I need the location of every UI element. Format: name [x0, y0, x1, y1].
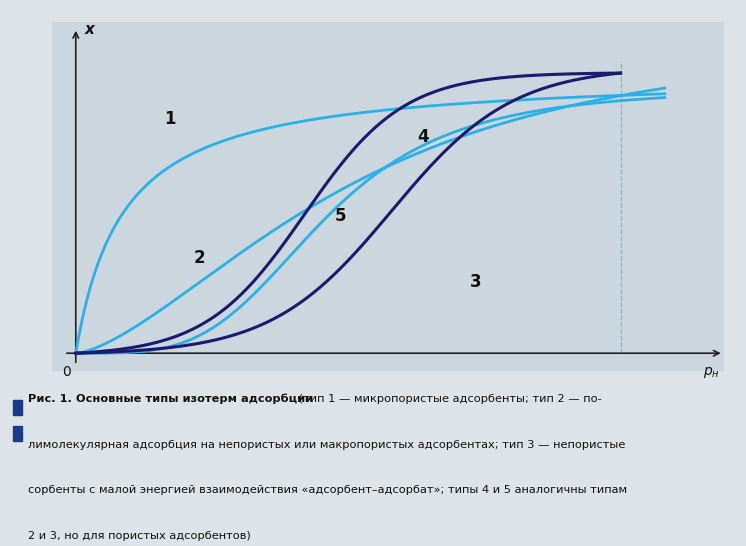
Text: лимолекулярная адсорбция на непористых или макропористых адсорбентах; тип 3 — не: лимолекулярная адсорбция на непористых и… [28, 440, 625, 449]
Bar [13, 400, 22, 415]
Text: 2: 2 [193, 249, 205, 267]
Text: 4: 4 [417, 128, 429, 146]
Text: 1: 1 [164, 110, 175, 128]
Bar [13, 426, 22, 441]
Text: (тип 1 — микропористые адсорбенты; тип 2 — по-: (тип 1 — микропористые адсорбенты; тип 2… [295, 394, 601, 403]
Text: Рис. 1. Основные типы изотерм адсорбции: Рис. 1. Основные типы изотерм адсорбции [28, 394, 313, 404]
Text: 5: 5 [335, 206, 346, 224]
Text: $p_н$: $p_н$ [703, 365, 721, 380]
Text: 2 и 3, но для пористых адсорбентов): 2 и 3, но для пористых адсорбентов) [28, 531, 251, 541]
Text: сорбенты с малой энергией взаимодействия «адсорбент–адсорбат»; типы 4 и 5 аналог: сорбенты с малой энергией взаимодействия… [28, 485, 627, 495]
Text: 0: 0 [63, 365, 72, 379]
Text: x: x [84, 22, 95, 37]
Text: 3: 3 [471, 273, 482, 291]
